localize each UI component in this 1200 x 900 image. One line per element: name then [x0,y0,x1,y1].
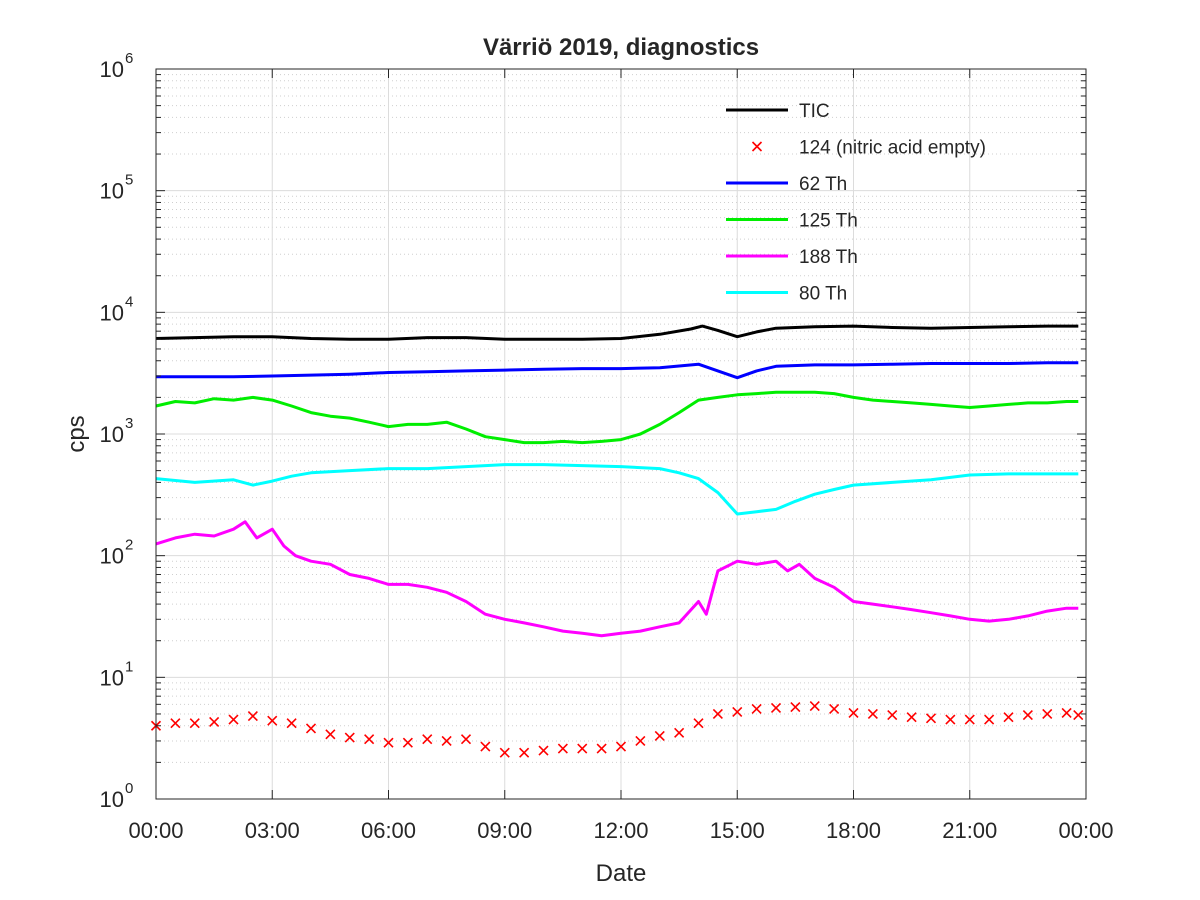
legend-item-124-nitric-acid-empty: 124 (nitric acid empty) [751,138,986,159]
series-line-188-th [155,520,1079,638]
data-point [693,718,704,729]
y-tick-label: 10 [100,665,124,690]
x-tick-label: 12:00 [593,818,648,843]
data-point [635,735,646,747]
series-line-125-th [155,390,1079,445]
data-point [867,708,878,720]
data-point [809,701,820,712]
data-point [499,747,510,758]
data-point [422,734,433,745]
data-point [286,718,297,729]
y-tick-label: 10 [100,544,124,569]
x-tick-label: 15:00 [710,818,765,843]
data-point [267,715,278,726]
y-tick-label: 10 [100,787,124,812]
data-point [945,714,956,725]
data-point [1073,709,1084,721]
x-tick-label: 09:00 [477,818,532,843]
chart-title: Värriö 2019, diagnostics [483,34,759,61]
x-axis-label: Date [596,860,647,887]
x-tick-label: 21:00 [942,818,997,843]
y-tick-exponent: 1 [125,658,133,675]
data-point [344,732,355,743]
x-tick-label: 00:00 [128,818,183,843]
y-tick-exponent: 4 [125,293,133,310]
y-tick-exponent: 3 [125,415,133,432]
data-point [557,743,568,754]
legend-item-tic: TIC [726,101,830,122]
x-tick-label: 00:00 [1058,818,1113,843]
data-point [751,703,762,714]
y-tick-label: 10 [100,179,124,204]
legend-label: 125 Th [799,211,858,232]
x-tick-label: 03:00 [245,818,300,843]
y-tick-label: 10 [100,300,124,325]
x-tick-label: 06:00 [361,818,416,843]
data-point [402,737,413,748]
data-point [925,713,937,724]
data-point [1003,712,1014,723]
data-point [519,747,530,758]
data-point [596,743,607,754]
data-point [674,727,685,738]
legend-label: 62 Th [799,174,847,195]
x-axis: 00:00 03:00 06:00 09:00 12:00 15:00 18:00 21:00… [128,69,1114,843]
data-point [1061,707,1072,718]
x-tick-label: 18:00 [826,818,881,843]
series-layer [150,324,1084,758]
data-point [615,741,627,752]
data-point [383,737,394,748]
data-point [538,745,549,756]
legend-item-62-th: 62 Th [726,174,847,195]
data-point [460,734,472,745]
legend-item-80-th: 80 Th [726,284,847,305]
legend-marker [751,141,763,152]
legend-label: TIC [799,101,830,122]
data-point [732,706,743,717]
data-point [480,741,491,752]
data-point [848,707,859,718]
legend-label: 80 Th [799,284,847,305]
series-line-tic [155,324,1079,341]
data-point [887,709,898,721]
legend: TIC 124 (nitric acid empty) 62 Th 125 Th 188… [726,101,986,305]
data-point [712,708,723,720]
y-tick-exponent: 5 [125,172,133,189]
y-tick-exponent: 0 [125,780,133,797]
data-point [325,729,336,740]
data-point [209,716,220,727]
series-124-nitric-acid-empty [150,701,1084,758]
data-point [829,703,840,714]
data-point [577,743,588,754]
data-point [170,718,181,729]
data-point [654,730,665,741]
legend-item-188-th: 188 Th [726,247,858,268]
y-tick-label: 10 [100,57,124,82]
data-point [770,702,782,714]
y-tick-label: 10 [100,422,124,447]
data-point [906,712,917,723]
data-point [247,711,258,722]
data-point [1022,709,1033,721]
data-point [1042,708,1053,720]
data-point [984,714,995,725]
y-tick-exponent: 2 [125,537,133,554]
data-point [964,714,975,725]
y-tick-exponent: 6 [125,50,133,67]
data-point [228,714,239,725]
legend-label: 188 Th [799,247,858,268]
legend-item-125-th: 125 Th [726,211,858,232]
data-point [189,718,200,729]
legend-label: 124 (nitric acid empty) [799,138,986,159]
data-point [790,701,801,713]
data-point [364,734,375,745]
data-point [305,723,317,734]
series-line-62-th [156,361,1079,380]
y-axis-label: cps [63,415,90,452]
series-line-80-th [155,463,1079,516]
data-point [441,735,452,747]
